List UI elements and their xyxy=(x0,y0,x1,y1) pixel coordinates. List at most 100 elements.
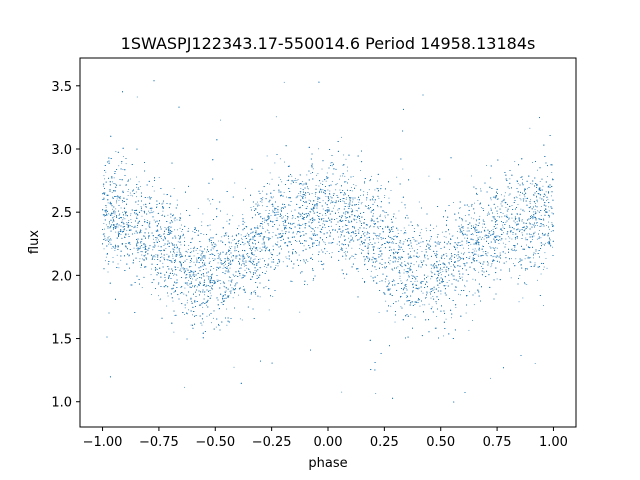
data-point xyxy=(232,289,234,291)
data-point xyxy=(293,222,295,224)
data-point xyxy=(454,289,456,291)
data-point xyxy=(390,190,392,191)
data-point xyxy=(272,296,274,297)
data-point xyxy=(425,264,427,265)
data-point xyxy=(130,219,132,220)
data-point xyxy=(225,292,226,293)
data-point xyxy=(141,210,143,212)
data-point xyxy=(476,220,477,222)
data-point xyxy=(223,298,225,299)
data-point xyxy=(109,225,111,227)
data-point xyxy=(296,241,298,242)
data-point xyxy=(112,208,113,210)
data-point xyxy=(312,168,314,170)
data-point xyxy=(231,235,233,237)
data-point xyxy=(472,278,474,280)
data-point xyxy=(403,272,405,274)
data-point xyxy=(468,248,470,249)
data-point xyxy=(230,277,231,278)
data-point xyxy=(212,258,214,260)
data-point xyxy=(265,286,267,287)
data-point xyxy=(392,238,393,240)
data-point xyxy=(542,185,544,187)
data-point xyxy=(179,256,181,258)
data-point xyxy=(370,275,372,277)
data-point xyxy=(105,206,107,208)
data-point xyxy=(482,223,484,225)
data-point xyxy=(276,217,278,219)
data-point xyxy=(209,261,211,263)
data-point xyxy=(485,254,487,256)
data-point xyxy=(124,210,125,212)
data-point xyxy=(394,321,396,323)
data-point xyxy=(133,227,135,229)
data-point xyxy=(148,224,150,225)
data-point xyxy=(243,256,245,258)
data-point xyxy=(375,393,377,394)
data-point xyxy=(357,199,359,201)
data-point xyxy=(141,215,143,217)
data-point xyxy=(405,230,406,231)
data-point xyxy=(339,220,341,222)
data-point xyxy=(196,257,198,259)
data-point xyxy=(180,235,181,237)
data-point xyxy=(118,165,120,167)
data-point xyxy=(444,263,446,265)
data-point xyxy=(322,264,324,266)
data-point xyxy=(298,220,300,222)
data-point xyxy=(213,283,215,285)
data-point xyxy=(502,212,504,214)
data-point xyxy=(357,239,359,241)
data-point xyxy=(300,192,301,194)
data-point xyxy=(139,258,141,260)
data-point xyxy=(377,235,378,236)
data-point xyxy=(478,261,480,263)
data-point xyxy=(388,197,390,199)
data-point xyxy=(252,260,254,262)
data-point xyxy=(478,271,480,273)
data-point xyxy=(223,265,225,267)
data-point xyxy=(431,267,432,269)
data-point xyxy=(107,271,109,273)
data-point xyxy=(275,264,277,266)
data-point xyxy=(369,242,371,243)
data-point xyxy=(315,204,317,205)
data-point xyxy=(222,267,224,269)
data-point xyxy=(400,295,402,297)
data-point xyxy=(296,233,298,235)
data-point xyxy=(359,227,361,229)
data-point xyxy=(132,195,133,197)
data-point xyxy=(419,232,421,234)
data-point xyxy=(181,224,182,226)
data-point xyxy=(516,213,518,215)
data-point xyxy=(299,191,301,192)
data-point xyxy=(393,279,394,281)
data-point xyxy=(403,241,405,243)
data-point xyxy=(161,256,163,258)
data-point xyxy=(492,260,494,262)
data-point xyxy=(163,233,165,234)
data-point xyxy=(534,363,536,364)
data-point xyxy=(426,292,428,294)
data-point xyxy=(318,148,319,150)
data-point xyxy=(455,307,457,308)
data-point xyxy=(115,223,117,225)
data-point xyxy=(360,195,361,196)
data-point xyxy=(437,254,438,256)
data-point xyxy=(496,247,498,249)
data-point xyxy=(424,255,426,257)
data-point xyxy=(459,294,461,296)
data-point xyxy=(257,249,259,251)
data-point xyxy=(184,237,185,239)
data-point xyxy=(343,201,345,202)
data-point xyxy=(396,258,398,260)
data-point xyxy=(493,255,495,257)
data-point xyxy=(375,269,377,270)
data-point xyxy=(140,242,142,244)
data-point xyxy=(476,244,478,246)
data-point xyxy=(377,180,378,182)
data-point xyxy=(301,181,303,182)
data-point xyxy=(526,244,527,246)
data-point xyxy=(325,253,326,255)
data-point xyxy=(266,246,268,248)
